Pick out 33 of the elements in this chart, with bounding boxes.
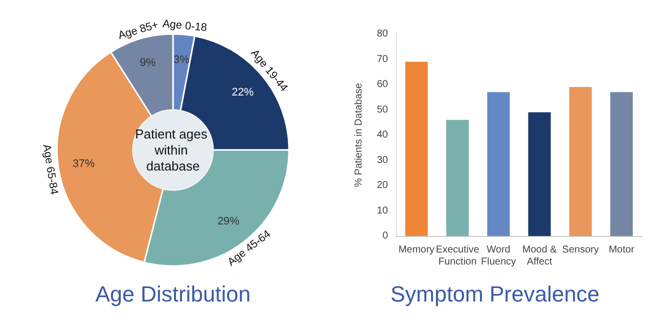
y-tick-label: 60 (376, 79, 388, 90)
y-axis-title: % Patients in Database (354, 82, 364, 187)
text: Age Distribution (95, 282, 251, 306)
y-tick-label: 10 (376, 205, 388, 216)
bar (405, 62, 428, 236)
y-tick-label: 0 (382, 230, 388, 242)
y-tick-label: 40 (376, 130, 388, 140)
x-tick-label: Mood & Affect (522, 244, 558, 268)
slice-label: Age 85+ (116, 18, 160, 42)
y-tick-label: 20 (376, 180, 388, 191)
data-label: 22% (232, 86, 254, 98)
bar (487, 92, 510, 236)
bar (569, 87, 592, 236)
x-tick-label: Sensory (562, 244, 599, 256)
data-label: 37% (72, 158, 95, 170)
x-tick-label: Memory (398, 244, 435, 256)
slice-label: Age 0-18 (162, 18, 208, 34)
text: Symptom Prevalence (390, 282, 600, 306)
data-label: 9% (140, 57, 156, 70)
x-tick-label: Motor (608, 244, 635, 256)
y-tick-label: 80 (376, 28, 388, 40)
bar (610, 92, 633, 236)
x-tick-label: Word Fluency (480, 244, 516, 268)
slice-label: Age 65-84 (40, 143, 60, 196)
bar (528, 112, 551, 236)
bar (446, 120, 469, 236)
y-tick-label: 70 (376, 54, 388, 65)
y-tick-label: 50 (376, 104, 388, 116)
y-tick-label: 30 (376, 154, 388, 166)
text: Patient ages within database (135, 126, 211, 174)
data-label: 29% (217, 215, 240, 228)
data-label: 3% (174, 54, 190, 66)
x-tick-label: Executive Function (436, 244, 480, 268)
